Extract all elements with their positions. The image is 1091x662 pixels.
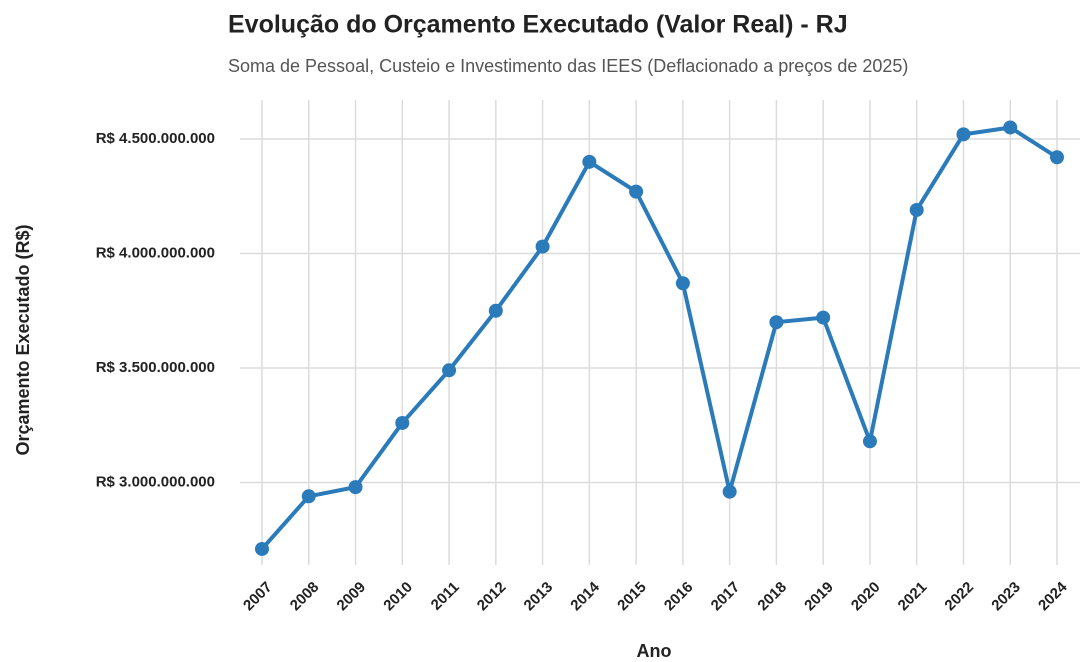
point — [816, 310, 831, 325]
x-tick-label: 2023 — [988, 579, 1024, 615]
chart-subtitle: Soma de Pessoal, Custeio e Investimento … — [228, 56, 908, 76]
x-tick-label: 2009 — [334, 579, 370, 615]
x-tick-label: 2015 — [614, 579, 650, 615]
point — [1050, 150, 1064, 165]
point — [255, 541, 269, 556]
y-tick-label: R$ 3.500.000.000 — [96, 359, 215, 376]
x-tick-label: 2017 — [708, 579, 744, 615]
x-tick-label: 2021 — [895, 579, 931, 615]
x-tick-label: 2018 — [754, 579, 790, 615]
x-tick-label: 2007 — [240, 579, 276, 615]
point — [395, 415, 410, 430]
point — [629, 184, 644, 199]
x-axis-label: Ano — [637, 641, 672, 661]
x-tick-label: 2022 — [941, 579, 977, 615]
point — [535, 239, 550, 254]
x-tick-label: 2008 — [287, 579, 323, 615]
point — [582, 154, 597, 169]
x-tick-label: 2010 — [380, 579, 416, 615]
y-tick-label: R$ 4.500.000.000 — [96, 130, 215, 147]
point — [488, 303, 503, 318]
x-tick-label: 2024 — [1035, 578, 1071, 614]
point — [442, 363, 457, 378]
chart-title: Evolução do Orçamento Executado (Valor R… — [228, 11, 848, 39]
x-tick-label: 2020 — [848, 579, 884, 615]
point — [722, 484, 737, 499]
x-tick-label: 2016 — [661, 579, 697, 615]
point — [769, 315, 784, 330]
point — [348, 480, 363, 495]
y-tick-label: R$ 3.000.000.000 — [96, 474, 215, 491]
x-tick-label: 2019 — [801, 579, 837, 615]
x-tick-label: 2012 — [474, 579, 510, 615]
x-tick-label: 2014 — [567, 578, 603, 614]
x-tick-label: 2013 — [521, 579, 557, 615]
point — [675, 276, 690, 291]
line — [260, 125, 1059, 551]
y-axis-label: Orçamento Executado (R$) — [13, 224, 33, 455]
point — [301, 489, 316, 504]
point — [956, 127, 971, 142]
point — [862, 434, 877, 449]
point — [909, 202, 924, 217]
point — [1003, 120, 1018, 135]
x-tick-label: 2011 — [428, 579, 463, 614]
y-tick-label: R$ 4.000.000.000 — [96, 244, 215, 261]
